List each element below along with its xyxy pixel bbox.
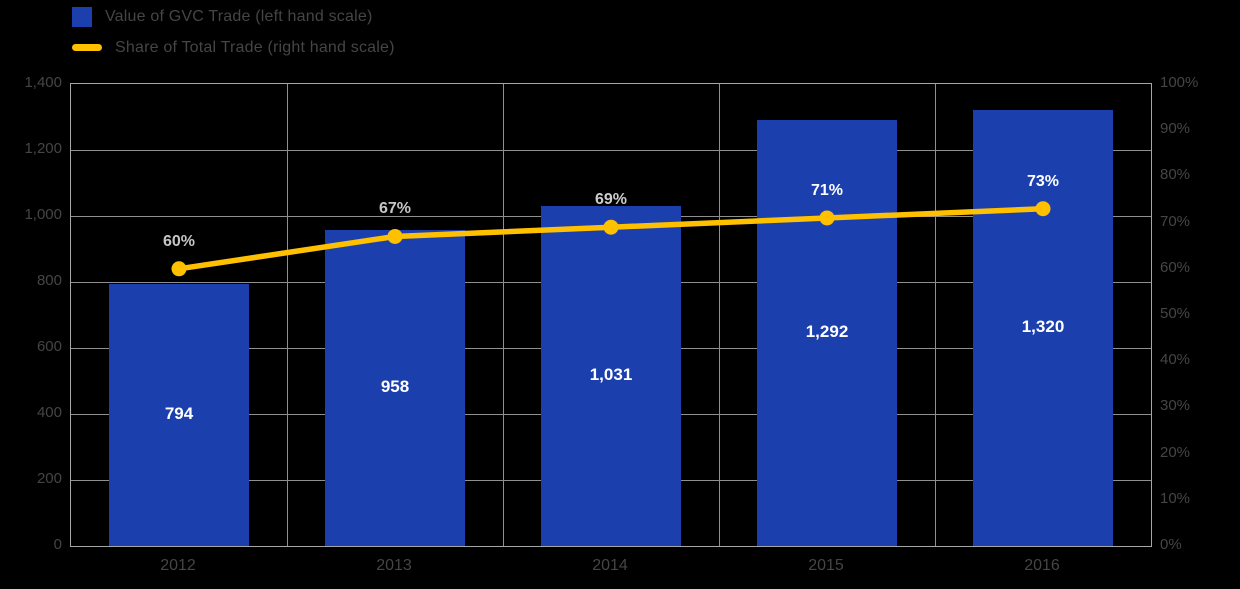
gridline-vertical: [503, 84, 504, 546]
line-marker-2014: [603, 219, 619, 235]
gridline-horizontal: [71, 150, 1151, 151]
y-axis-right-tick: 50%: [1160, 305, 1191, 322]
line-marker-2015: [819, 210, 835, 226]
line-series-swatch: [72, 44, 102, 51]
gridline-vertical: [719, 84, 720, 546]
bar-value-label-2015: 1,292: [805, 321, 849, 341]
x-axis-tick-2013: 2013: [376, 557, 412, 574]
y-axis-right-tick: 90%: [1160, 120, 1191, 138]
legend-item-line-series: Share of Total Trade (right hand scale): [72, 35, 395, 60]
bar-2014: [541, 205, 681, 546]
line-value-label-2012: 60%: [162, 232, 196, 250]
y-axis-left-tick: 1,200: [24, 140, 62, 157]
x-axis-tick-2012: 2012: [160, 557, 196, 574]
y-axis-left-tick: 800: [36, 272, 62, 289]
y-axis-right-tick: 30%: [1160, 397, 1191, 415]
share-trend-line: [176, 205, 1046, 272]
bar-2013: [325, 229, 465, 546]
line-value-label-2014: 69%: [594, 191, 628, 209]
y-axis-right-tick: 20%: [1160, 443, 1191, 461]
y-axis-left-tick: 1,400: [24, 74, 62, 91]
line-value-label-2016: 73%: [1026, 172, 1060, 190]
y-axis-left-tick: 400: [36, 404, 62, 421]
x-axis-tick-2015: 2015: [808, 557, 844, 574]
bar-value-label-2012: 794: [164, 403, 194, 423]
y-axis-left-tick: 600: [36, 338, 62, 355]
line-series-layer: [171, 201, 1051, 277]
y-axis-right-tick: 100%: [1160, 74, 1199, 91]
line-value-label-2015: 71%: [810, 181, 844, 199]
legend-item-bar-series: Value of GVC Trade (left hand scale): [72, 4, 395, 29]
line-value-label-2013: 67%: [378, 200, 412, 218]
y-axis-right-tick: 40%: [1160, 351, 1191, 369]
y-axis-right-tick: 60%: [1160, 258, 1191, 276]
line-marker-2016: [1035, 201, 1051, 217]
y-axis-left-tick: 200: [36, 470, 62, 487]
gridline-vertical: [935, 84, 936, 546]
legend: Value of GVC Trade (left hand scale) Sha…: [72, 4, 395, 60]
y-axis-right-tick: 10%: [1160, 489, 1191, 507]
line-marker-2013: [387, 228, 403, 244]
y-axis-left-tick: 1,000: [24, 206, 62, 223]
y-axis-right-tick: 80%: [1160, 166, 1191, 184]
bar-value-label-2014: 1,031: [589, 364, 633, 384]
bar-2015: [757, 119, 897, 546]
y-axis-right-tick: 0%: [1160, 536, 1182, 553]
line-marker-2012: [171, 261, 187, 277]
gridline-vertical: [287, 84, 288, 546]
x-axis-tick-2014: 2014: [592, 557, 628, 574]
bar-series-swatch: [72, 6, 92, 27]
x-axis-tick-2016: 2016: [1024, 557, 1060, 574]
line-series-label: Share of Total Trade (right hand scale): [115, 38, 395, 56]
bar-series-label: Value of GVC Trade (left hand scale): [105, 7, 373, 25]
bar-value-label-2013: 958: [380, 376, 410, 396]
plot-area: 794 958 1,031 1,292 1,320 60% 67% 69% 71% 73%: [70, 83, 1152, 547]
y-axis-right-tick: 70%: [1160, 212, 1191, 230]
y-axis-left-tick: 0: [53, 536, 62, 553]
bar-2012: [109, 283, 249, 546]
bar-value-label-2016: 1,320: [1021, 317, 1065, 337]
bar-2016: [973, 110, 1113, 546]
